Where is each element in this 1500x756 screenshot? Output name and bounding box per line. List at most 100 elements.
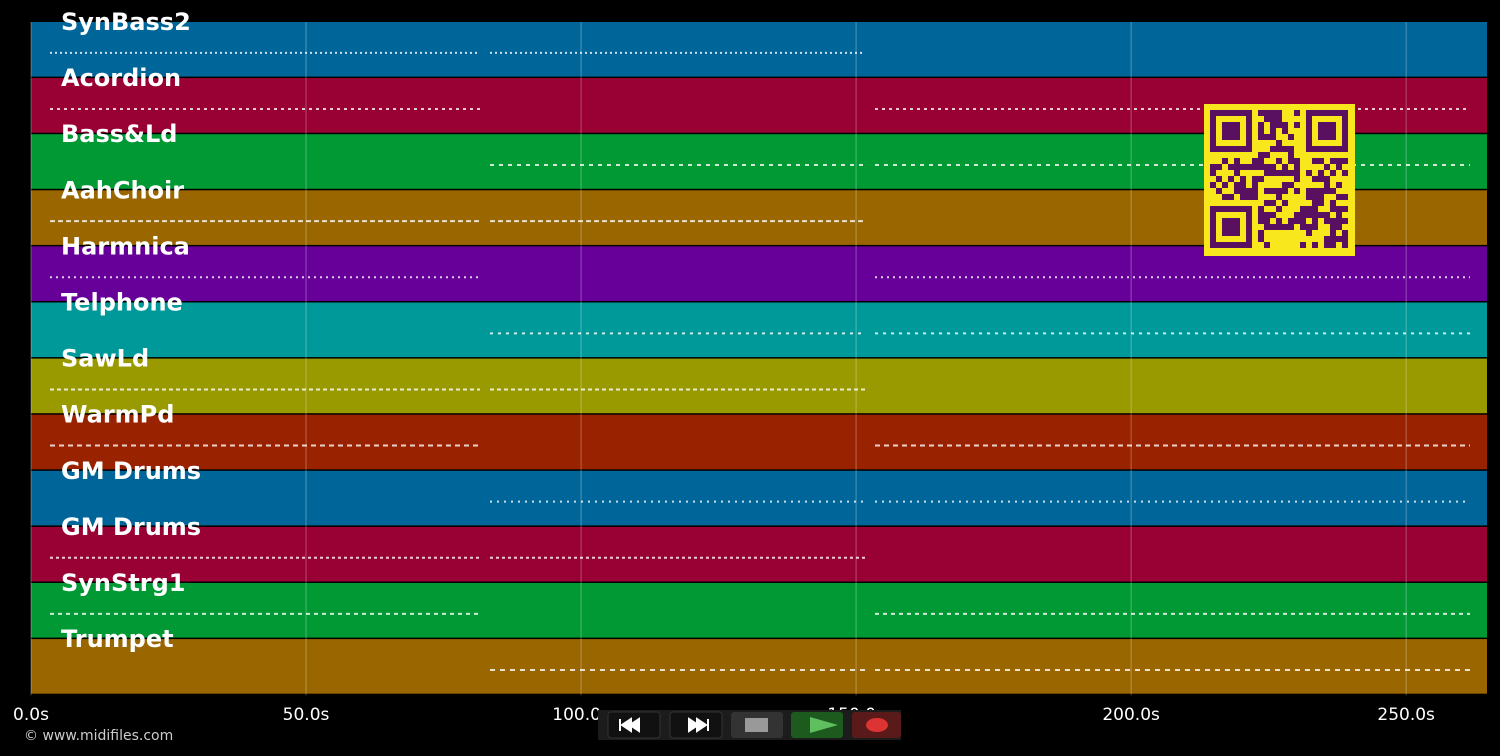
qr-cell bbox=[1306, 188, 1312, 194]
qr-cell bbox=[1318, 170, 1324, 176]
qr-cell bbox=[1258, 212, 1264, 218]
qr-cell bbox=[1336, 164, 1342, 170]
qr-cell bbox=[1276, 122, 1282, 128]
qr-cell bbox=[1270, 164, 1276, 170]
qr-cell bbox=[1270, 224, 1276, 230]
qr-cell bbox=[1330, 206, 1336, 212]
qr-cell bbox=[1318, 158, 1324, 164]
record-icon bbox=[866, 718, 888, 732]
qr-cell bbox=[1288, 152, 1294, 158]
qr-cell bbox=[1324, 212, 1330, 218]
qr-cell bbox=[1288, 182, 1294, 188]
qr-cell bbox=[1294, 110, 1300, 116]
track-lane[interactable] bbox=[31, 470, 1487, 526]
qr-cell bbox=[1270, 116, 1276, 122]
qr-cell bbox=[1288, 170, 1294, 176]
qr-cell bbox=[1216, 164, 1222, 170]
qr-cell bbox=[1276, 194, 1282, 200]
qr-cell bbox=[1264, 170, 1270, 176]
qr-cell bbox=[1342, 206, 1348, 212]
qr-finder bbox=[1210, 110, 1252, 152]
qr-cell bbox=[1228, 194, 1234, 200]
qr-cell bbox=[1282, 200, 1288, 206]
qr-cell bbox=[1336, 158, 1342, 164]
qr-cell bbox=[1264, 164, 1270, 170]
qr-cell bbox=[1330, 242, 1336, 248]
qr-cell bbox=[1306, 170, 1312, 176]
qr-cell bbox=[1282, 146, 1288, 152]
track-name: Trumpet bbox=[61, 625, 174, 653]
rewind-icon bbox=[619, 717, 640, 733]
qr-cell bbox=[1342, 194, 1348, 200]
track-name: Bass&Ld bbox=[61, 120, 177, 148]
qr-cell bbox=[1312, 224, 1318, 230]
qr-cell bbox=[1300, 212, 1306, 218]
track-lane[interactable] bbox=[31, 526, 1487, 582]
qr-cell bbox=[1294, 176, 1300, 182]
track-lane[interactable] bbox=[31, 639, 1487, 694]
play-icon bbox=[810, 717, 838, 733]
qr-cell bbox=[1234, 164, 1240, 170]
x-tick-label: 100.0s bbox=[552, 705, 610, 725]
qr-cell bbox=[1252, 188, 1258, 194]
track-lane[interactable] bbox=[31, 583, 1487, 638]
track-lane[interactable] bbox=[31, 302, 1487, 358]
fast-forward-button[interactable] bbox=[669, 711, 723, 739]
qr-cell bbox=[1330, 170, 1336, 176]
qr-cell bbox=[1318, 194, 1324, 200]
qr-cell bbox=[1324, 182, 1330, 188]
fast-forward-icon bbox=[688, 717, 709, 733]
track-name: AahChoir bbox=[61, 176, 184, 204]
qr-cell bbox=[1258, 236, 1264, 242]
stop-button[interactable] bbox=[731, 712, 783, 738]
qr-cell bbox=[1336, 182, 1342, 188]
qr-cell bbox=[1270, 200, 1276, 206]
track-name: SawLd bbox=[61, 345, 149, 373]
record-button[interactable] bbox=[852, 712, 901, 738]
qr-cell bbox=[1336, 194, 1342, 200]
qr-cell bbox=[1234, 188, 1240, 194]
qr-cell bbox=[1240, 164, 1246, 170]
play-button[interactable] bbox=[791, 712, 843, 738]
qr-cell bbox=[1216, 176, 1222, 182]
qr-cell bbox=[1300, 218, 1306, 224]
qr-cell bbox=[1210, 170, 1216, 176]
qr-cell bbox=[1222, 182, 1228, 188]
qr-cell bbox=[1258, 110, 1264, 116]
qr-cell bbox=[1240, 194, 1246, 200]
qr-cell bbox=[1222, 194, 1228, 200]
track-lane[interactable] bbox=[31, 22, 1487, 77]
rewind-button[interactable] bbox=[607, 711, 661, 739]
track-lane[interactable] bbox=[31, 414, 1487, 470]
qr-cell bbox=[1264, 242, 1270, 248]
qr-cell bbox=[1288, 146, 1294, 152]
qr-cell bbox=[1288, 134, 1294, 140]
qr-cell bbox=[1312, 176, 1318, 182]
qr-cell bbox=[1222, 158, 1228, 164]
qr-cell bbox=[1294, 164, 1300, 170]
qr-cell bbox=[1318, 212, 1324, 218]
qr-cell bbox=[1264, 218, 1270, 224]
qr-cell bbox=[1282, 128, 1288, 134]
qr-cell bbox=[1342, 236, 1348, 242]
qr-cell bbox=[1246, 188, 1252, 194]
qr-cell bbox=[1276, 146, 1282, 152]
qr-cell bbox=[1258, 164, 1264, 170]
qr-cell bbox=[1312, 158, 1318, 164]
qr-cell bbox=[1324, 242, 1330, 248]
track-name: SynBass2 bbox=[61, 8, 191, 36]
x-tick-label: 0.0s bbox=[13, 705, 49, 725]
qr-cell bbox=[1336, 218, 1342, 224]
qr-cell bbox=[1228, 164, 1234, 170]
qr-cell bbox=[1258, 122, 1264, 128]
qr-cell bbox=[1306, 206, 1312, 212]
qr-cell bbox=[1270, 188, 1276, 194]
qr-cell bbox=[1312, 218, 1318, 224]
qr-cell bbox=[1342, 170, 1348, 176]
transport-controls bbox=[598, 710, 901, 740]
qr-cell bbox=[1288, 218, 1294, 224]
qr-cell bbox=[1282, 122, 1288, 128]
track-lane[interactable] bbox=[31, 358, 1487, 414]
qr-cell bbox=[1294, 158, 1300, 164]
